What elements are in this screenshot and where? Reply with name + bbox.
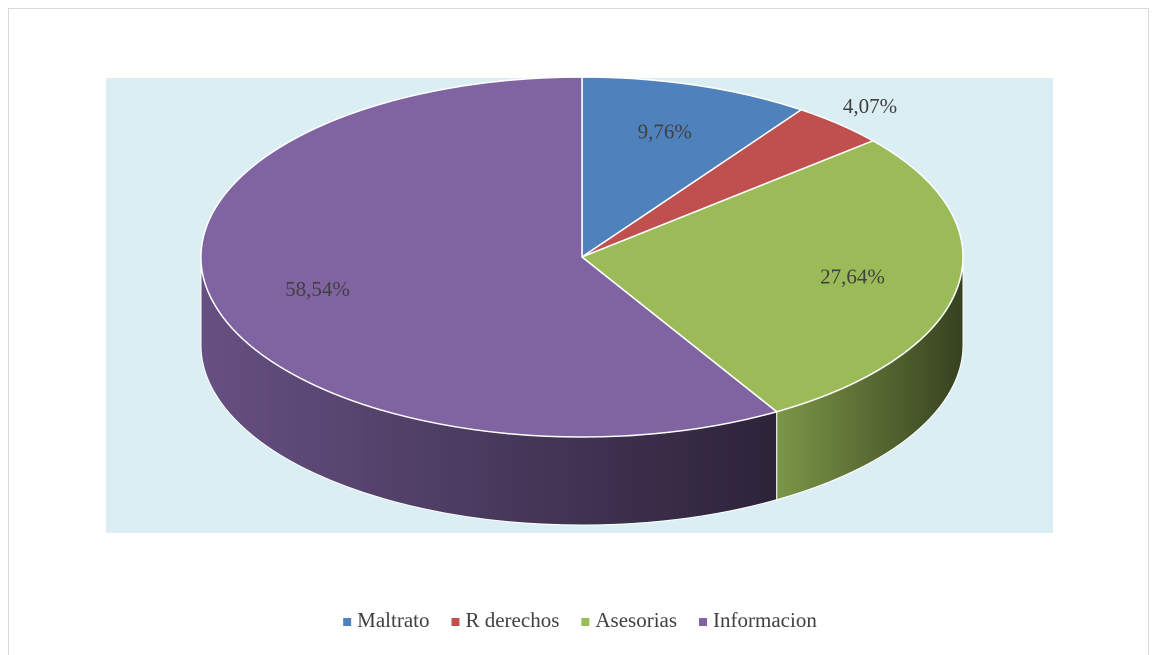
legend-swatch — [451, 618, 460, 626]
data-label: 4,07% — [843, 94, 897, 118]
legend-label: R derechos — [465, 608, 559, 632]
slice — [580, 139, 964, 413]
legend-label: Informacion — [713, 608, 817, 632]
slice — [581, 76, 803, 259]
slice — [200, 76, 779, 438]
data-label: 9,76% — [638, 119, 692, 143]
legend-swatch — [699, 618, 708, 626]
legend-label: Asesorias — [595, 608, 677, 632]
data-label: 27,64% — [820, 264, 885, 288]
legend-swatch — [581, 618, 590, 626]
data-label: 58,54% — [285, 277, 350, 301]
legend-swatch — [343, 618, 352, 626]
legend-label: Maltrato — [357, 608, 429, 632]
